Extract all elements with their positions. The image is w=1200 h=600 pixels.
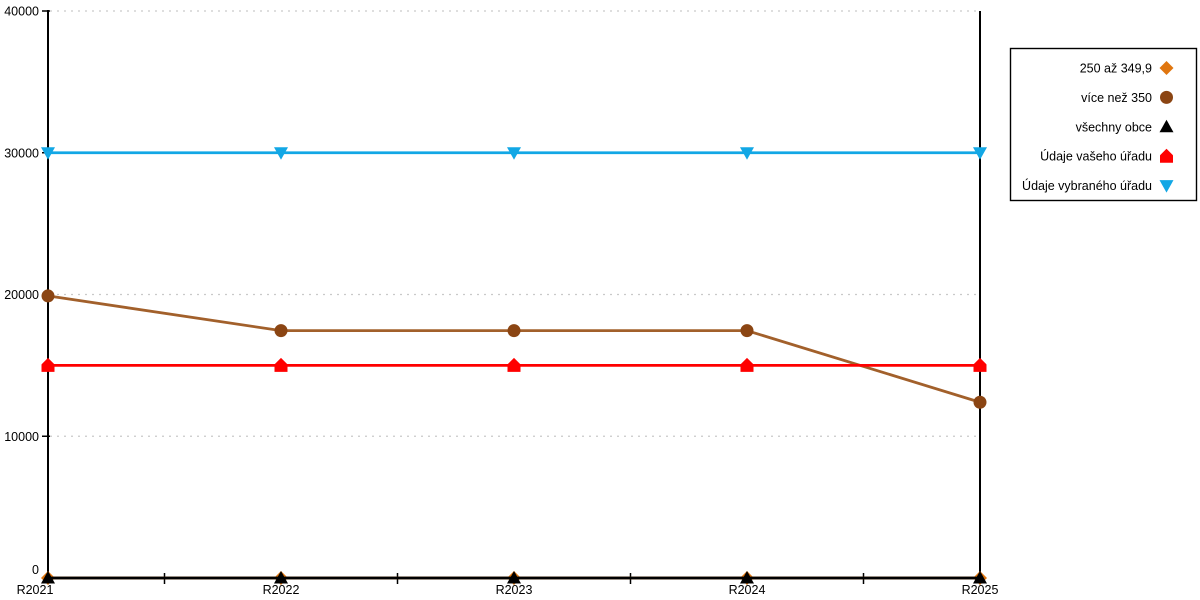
legend-marker-triangle-down [1159, 180, 1174, 193]
x-tick-label: R2022 [263, 583, 300, 597]
series-4-marker-triangle-down [973, 147, 987, 160]
legend-marker-diamond [1159, 61, 1174, 75]
series-1-marker-circle [973, 395, 987, 409]
x-tick-label: R2025 [962, 583, 999, 597]
legend-label: 250 až 349,9 [1080, 62, 1152, 76]
series-1-marker-circle [740, 324, 754, 338]
x-tick-label: R2021 [17, 583, 54, 597]
series-3-marker-pentagon [507, 357, 521, 372]
series-3-marker-pentagon [274, 357, 288, 372]
y-tick-label: 40000 [4, 5, 39, 19]
series-4-marker-triangle-down [507, 147, 521, 160]
series-2-marker-triangle-up [274, 571, 288, 584]
series-1-marker-circle [41, 289, 55, 303]
series-2-marker-triangle-up [973, 571, 987, 584]
legend-label: více než 350 [1081, 91, 1152, 105]
y-tick-label: 20000 [4, 288, 39, 302]
legend-marker-circle [1160, 90, 1173, 104]
legend-marker-pentagon [1160, 148, 1173, 163]
series-4-marker-triangle-down [274, 147, 288, 160]
legend-marker-triangle-up [1159, 119, 1174, 133]
x-tick-label: R2023 [496, 583, 533, 597]
y-tick-label: 30000 [4, 146, 39, 160]
series-1-marker-circle [507, 324, 521, 338]
series-3-marker-pentagon [740, 357, 754, 372]
y-tick-label: 0 [32, 563, 39, 577]
series-1-line [47, 294, 981, 404]
series-2-marker-triangle-up [507, 571, 521, 584]
series-2-marker-triangle-up [740, 571, 754, 584]
legend-label: Údaje vašeho úřadu [1040, 149, 1152, 164]
legend-label: všechny obce [1076, 120, 1152, 134]
series-1-marker-circle [274, 324, 288, 338]
series-3-marker-pentagon [973, 357, 987, 372]
series-4-marker-triangle-down [740, 147, 754, 160]
y-tick-label: 10000 [4, 430, 39, 444]
x-tick-label: R2024 [729, 583, 766, 597]
series-2-marker-triangle-up [41, 571, 55, 584]
series-4-marker-triangle-down [41, 147, 55, 160]
series-3-marker-pentagon [41, 357, 55, 372]
legend-label: Údaje vybraného úřadu [1022, 178, 1152, 193]
